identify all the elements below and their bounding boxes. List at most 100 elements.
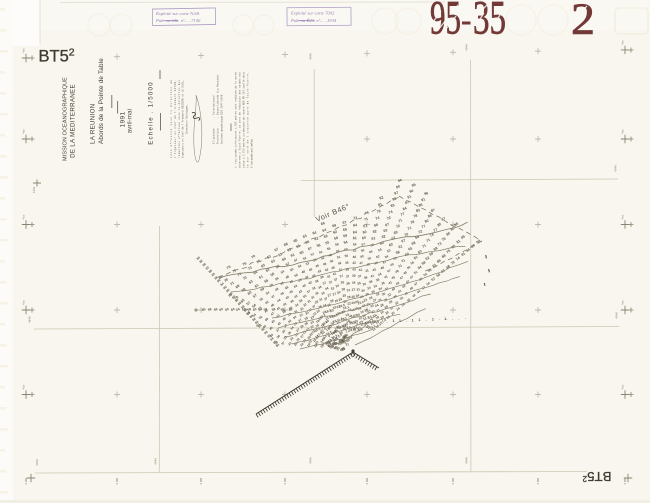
svg-text:82: 82: [260, 327, 265, 332]
svg-text:63: 63: [383, 228, 388, 233]
svg-text:14: 14: [319, 338, 324, 343]
svg-text:9: 9: [353, 326, 356, 330]
svg-text:16: 16: [321, 336, 326, 341]
svg-text:42: 42: [411, 293, 416, 298]
svg-text:47: 47: [413, 281, 418, 286]
svg-text:1: 1: [432, 318, 434, 322]
svg-text:26: 26: [304, 321, 309, 326]
svg-text:28: 28: [379, 303, 384, 308]
svg-text:30: 30: [299, 306, 304, 311]
svg-text:18: 18: [341, 337, 346, 342]
svg-text:16: 16: [357, 306, 362, 311]
svg-text:37: 37: [328, 280, 333, 285]
svg-text:46: 46: [409, 286, 414, 291]
svg-text:15: 15: [314, 340, 319, 345]
svg-text:62: 62: [288, 307, 293, 312]
svg-text:90: 90: [395, 184, 400, 189]
svg-text:l'Ingenieur en Chef de l'Armem: l'Ingenieur en Chef de l'Armement GUYON,: [174, 80, 177, 158]
svg-text:15: 15: [337, 340, 342, 345]
svg-text:48: 48: [274, 287, 279, 292]
svg-text:82: 82: [228, 291, 233, 296]
svg-text:42: 42: [352, 261, 356, 265]
svg-text:38: 38: [375, 277, 380, 282]
svg-text:23: 23: [363, 298, 368, 303]
svg-text:.: .: [386, 320, 387, 324]
svg-text:27: 27: [311, 304, 316, 309]
svg-text:26: 26: [338, 297, 343, 302]
svg-text:31: 31: [341, 339, 346, 344]
svg-text:28: 28: [388, 299, 393, 304]
svg-text:52: 52: [258, 315, 263, 320]
svg-text:42: 42: [293, 294, 298, 299]
svg-text:45: 45: [289, 289, 294, 294]
svg-text:31: 31: [345, 342, 349, 346]
svg-text:94: 94: [397, 178, 402, 183]
svg-text:14.4: 14.4: [325, 330, 333, 337]
svg-text:56: 56: [213, 307, 218, 312]
svg-text:: IGN 1947-1948: : IGN 1947-1948: [221, 94, 224, 118]
svg-text:13: 13: [325, 327, 330, 332]
svg-text:27: 27: [298, 318, 303, 323]
svg-text:64: 64: [258, 307, 263, 312]
svg-text:80: 80: [451, 244, 457, 250]
svg-text:55: 55: [264, 278, 269, 283]
svg-text:36: 36: [381, 281, 386, 286]
svg-text:1.: 1.: [444, 317, 447, 321]
svg-text:18: 18: [315, 323, 320, 328]
svg-text:34: 34: [294, 302, 299, 307]
svg-text:13: 13: [332, 319, 337, 324]
svg-text:16: 16: [351, 314, 355, 318]
svg-text:64: 64: [322, 228, 327, 233]
svg-text:43: 43: [277, 321, 282, 326]
svg-text:Directeurs Techniques.: Directeurs Techniques.: [186, 104, 189, 134]
svg-text:68: 68: [374, 223, 379, 228]
svg-text:4946: 4946: [33, 186, 36, 193]
svg-text:9: 9: [327, 334, 331, 338]
svg-text:.: .: [380, 320, 381, 324]
svg-text:71: 71: [407, 226, 412, 231]
svg-text:55: 55: [280, 307, 285, 312]
svg-text:60: 60: [299, 250, 304, 255]
svg-text:82: 82: [379, 195, 384, 200]
svg-text:52: 52: [302, 256, 307, 261]
svg-text:Leve effectue sous la directio: Leve effectue sous la direction de: [170, 79, 173, 158]
svg-text:39: 39: [289, 299, 294, 304]
svg-text:32: 32: [302, 302, 307, 307]
svg-text:49: 49: [262, 324, 267, 329]
svg-text:88: 88: [240, 304, 245, 309]
svg-text:54: 54: [423, 272, 428, 277]
svg-text:11: 11: [348, 320, 352, 325]
svg-text:34: 34: [395, 306, 400, 311]
svg-text:33: 33: [287, 341, 292, 346]
svg-text:63: 63: [270, 259, 275, 264]
svg-text:34: 34: [289, 325, 294, 330]
svg-text:avril-mai: avril-mai: [128, 109, 134, 133]
svg-text:04: 04: [332, 329, 337, 334]
svg-text:60: 60: [362, 230, 367, 235]
svg-text:52: 52: [264, 300, 269, 305]
svg-text:63: 63: [287, 247, 292, 252]
svg-text:55: 55: [410, 260, 415, 265]
svg-text:74: 74: [429, 233, 434, 238]
svg-text:Pub. ou édit. nº... ..7156: Pub. ou édit. nº... ..7156: [155, 18, 201, 23]
svg-text:65: 65: [343, 227, 348, 232]
svg-text:11: 11: [327, 325, 332, 330]
svg-text:08: 08: [334, 345, 339, 350]
svg-text:50: 50: [294, 273, 299, 278]
svg-text:observee a Saint-Pierre. Le ze: observee a Saint-Pierre. Le zero de redu…: [239, 71, 242, 168]
svg-text:49: 49: [308, 267, 313, 272]
svg-text:26: 26: [333, 338, 337, 342]
svg-text:88: 88: [208, 269, 213, 274]
svg-text:1- Les sondes inferieures a 20: 1- Les sondes inferieures a 200 metres s…: [235, 71, 238, 168]
svg-text:29: 29: [293, 341, 298, 346]
svg-text:34: 34: [311, 286, 316, 291]
svg-text:51: 51: [413, 270, 418, 275]
svg-text:61: 61: [432, 263, 438, 269]
svg-text:65: 65: [408, 246, 413, 251]
svg-text:29: 29: [293, 321, 298, 326]
svg-text:65: 65: [293, 238, 298, 243]
svg-text:22: 22: [336, 304, 341, 309]
svg-text:42: 42: [285, 295, 290, 300]
svg-text:60: 60: [252, 307, 257, 312]
svg-text:60: 60: [225, 307, 230, 312]
